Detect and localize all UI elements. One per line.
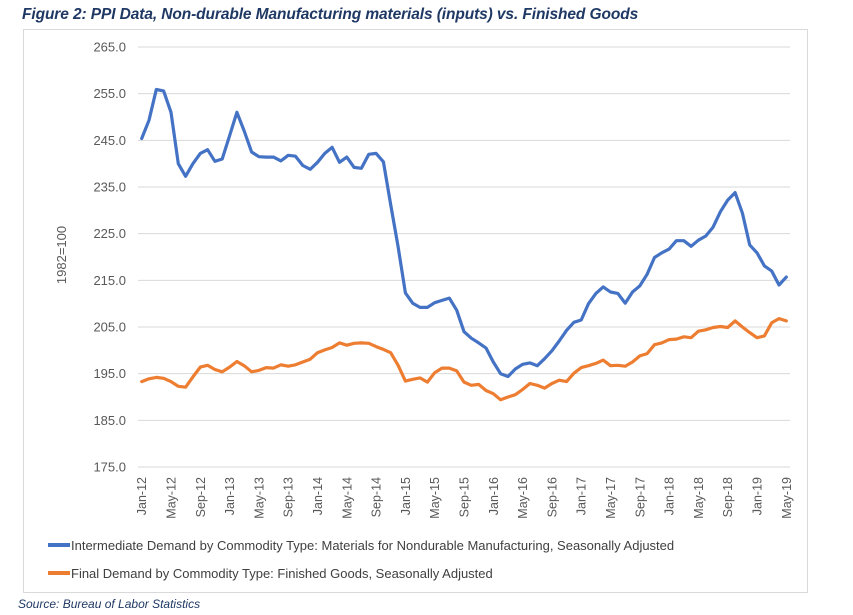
x-tick-label: May-19 <box>780 477 794 519</box>
y-axis-title: 1982=100 <box>54 226 69 284</box>
x-tick-label: Jan-17 <box>575 477 589 515</box>
y-axis-tick-labels: 175.0 185.0 195.0 205.0 215.0 225.0 235.0 245.0… <box>93 40 126 475</box>
x-tick-label: May-13 <box>252 477 266 519</box>
y-tick-label: 185.0 <box>93 413 126 428</box>
x-tick-label: Jan-18 <box>663 477 677 515</box>
legend-swatch-blue <box>48 543 70 547</box>
figure-title: Figure 2: PPI Data, Non-durable Manufact… <box>22 6 639 23</box>
x-tick-label: May-14 <box>340 477 354 519</box>
x-tick-label: Jan-15 <box>399 477 413 515</box>
x-tick-label: Sep-12 <box>194 477 208 517</box>
y-tick-label: 255.0 <box>93 86 126 101</box>
x-tick-label: Sep-15 <box>458 477 472 517</box>
x-tick-label: Sep-16 <box>545 477 559 517</box>
x-axis-tick-labels: Jan-12 May-12 Sep-12 Jan-13 May-13 Sep-13 Jan-… <box>135 477 794 519</box>
y-tick-label: 235.0 <box>93 180 126 195</box>
x-tick-label: Sep-17 <box>633 477 647 517</box>
x-tick-label: Jan-16 <box>487 477 501 515</box>
x-tick-label: May-16 <box>516 477 530 519</box>
series-line-intermediate-demand <box>140 87 788 379</box>
chart-frame <box>23 29 808 593</box>
series-line-final-demand <box>140 317 788 402</box>
series-lines <box>140 87 788 402</box>
x-tick-label: Jan-13 <box>223 477 237 515</box>
y-tick-label: 205.0 <box>93 320 126 335</box>
y-tick-label: 245.0 <box>93 133 126 148</box>
x-tick-label: May-15 <box>428 477 442 519</box>
legend-label: Intermediate Demand by Commodity Type: M… <box>71 537 675 553</box>
x-tick-label: Sep-18 <box>721 477 735 517</box>
x-tick-label: Sep-13 <box>282 477 296 517</box>
x-tick-label: May-17 <box>604 477 618 519</box>
y-tick-label: 195.0 <box>93 366 126 381</box>
y-tick-label: 265.0 <box>93 40 126 55</box>
legend-item-final-demand: Final Demand by Commodity Type: Finished… <box>48 565 493 581</box>
x-tick-label: Sep-14 <box>370 477 384 517</box>
y-tick-label: 175.0 <box>93 460 126 475</box>
x-tick-label: Jan-19 <box>751 477 765 515</box>
legend-item-intermediate-demand: Intermediate Demand by Commodity Type: M… <box>48 537 674 553</box>
x-tick-label: Jan-14 <box>311 477 325 515</box>
legend-swatch-orange <box>48 571 70 575</box>
y-tick-label: 215.0 <box>93 273 126 288</box>
x-tick-label: Jan-12 <box>135 477 149 515</box>
legend-label: Final Demand by Commodity Type: Finished… <box>71 565 493 581</box>
x-tick-label: May-12 <box>164 477 178 519</box>
x-tick-label: May-18 <box>692 477 706 519</box>
y-tick-label: 225.0 <box>93 226 126 241</box>
gridlines <box>138 46 790 468</box>
source-note: Source: Bureau of Labor Statistics <box>18 597 201 611</box>
